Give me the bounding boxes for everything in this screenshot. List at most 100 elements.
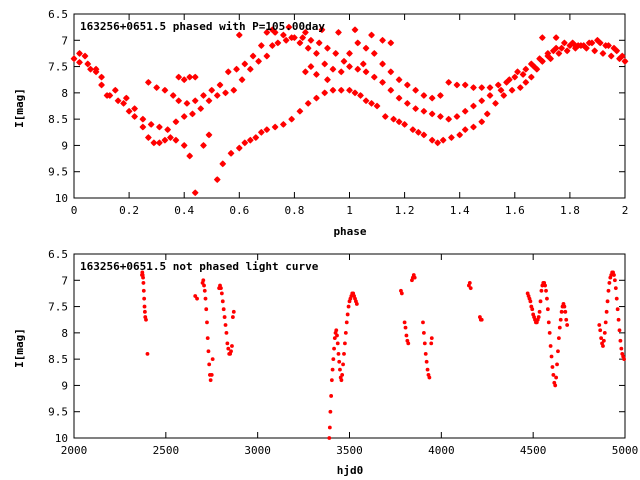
data-point <box>252 134 260 141</box>
data-point <box>147 121 155 128</box>
data-point <box>552 34 560 42</box>
data-point <box>203 296 208 301</box>
data-point <box>560 39 568 47</box>
data-point <box>332 336 337 341</box>
data-point <box>335 341 340 346</box>
x-axis: 2000 2500 3000 3500 4000 4500 5000 <box>61 254 638 457</box>
data-point <box>120 99 127 107</box>
x-axis-label: hjd0 <box>337 464 364 477</box>
data-point <box>614 296 619 301</box>
data-point <box>563 47 571 55</box>
data-point <box>558 44 566 52</box>
data-point <box>338 367 342 372</box>
data-point <box>200 92 207 99</box>
data-point <box>339 378 344 383</box>
data-point <box>161 136 169 144</box>
data-point <box>329 378 334 383</box>
data-point <box>370 73 378 81</box>
data-point <box>562 304 567 309</box>
data-point <box>219 286 223 291</box>
data-point <box>111 86 119 94</box>
data-point <box>144 134 152 141</box>
data-point <box>479 317 484 322</box>
y-tick-label: 10 <box>55 192 68 205</box>
data-point <box>555 50 563 57</box>
data-point <box>425 367 430 372</box>
plot-title: 163256+0651.5 phased with P=105.00day <box>80 20 325 33</box>
data-point <box>550 365 555 369</box>
data-point <box>427 375 432 380</box>
data-point <box>186 73 194 81</box>
data-point <box>156 139 163 147</box>
data-point <box>98 73 105 81</box>
data-point <box>516 84 524 91</box>
data-point <box>345 312 350 317</box>
y-tick-label: 8.5 <box>48 113 68 126</box>
data-point <box>200 142 207 149</box>
data-point <box>235 31 243 39</box>
data-point <box>324 76 331 84</box>
data-point <box>558 317 563 322</box>
data-point <box>597 323 602 327</box>
data-point <box>409 126 417 134</box>
y-axis-label: I[mag] <box>13 88 26 128</box>
data-point <box>437 92 444 99</box>
data-point <box>610 44 618 52</box>
data-point <box>564 317 569 322</box>
data-point <box>528 299 533 304</box>
data-point <box>362 68 370 76</box>
x-axis: 0 0.2 0.4 0.6 0.8 1 1.2 1.4 1.6 1.8 2 <box>71 14 628 217</box>
data-point <box>604 309 609 314</box>
data-point <box>144 78 152 86</box>
y-tick-label: 9 <box>61 379 68 392</box>
data-point <box>598 328 603 333</box>
data-point <box>478 97 486 105</box>
y-tick-label: 6.5 <box>48 8 68 21</box>
data-point <box>424 359 429 364</box>
data-point <box>494 81 502 89</box>
data-point <box>346 304 351 309</box>
data-point <box>354 39 362 47</box>
data-point <box>519 71 527 78</box>
data-point <box>544 288 548 293</box>
data-point <box>346 86 353 94</box>
data-point <box>379 78 386 86</box>
data-point <box>387 86 395 94</box>
data-point <box>420 92 428 99</box>
data-point <box>318 26 326 34</box>
data-point <box>142 309 147 314</box>
data-point <box>230 344 234 348</box>
y-tick-label: 7.5 <box>48 301 68 314</box>
data-point <box>304 44 312 52</box>
data-point <box>216 81 224 89</box>
data-point <box>547 330 552 335</box>
data-point <box>508 86 516 94</box>
x-tick-label: 0 <box>71 204 78 217</box>
data-point <box>428 110 436 118</box>
data-point <box>618 338 623 343</box>
data-point <box>344 320 349 325</box>
data-point <box>274 39 282 47</box>
data-point <box>461 126 469 134</box>
data-point <box>335 29 342 36</box>
y-tick-label: 7 <box>61 274 68 287</box>
data-point <box>175 73 183 81</box>
data-point <box>421 320 425 325</box>
data-point <box>373 102 381 110</box>
data-point <box>538 299 543 304</box>
x-tick-label: 4000 <box>428 444 455 457</box>
data-point <box>406 341 411 346</box>
data-point <box>186 152 194 160</box>
data-point <box>547 55 555 63</box>
data-point <box>296 39 304 47</box>
data-point <box>285 23 293 31</box>
data-point <box>189 110 196 118</box>
data-point <box>605 299 610 304</box>
data-point <box>224 68 232 76</box>
data-point <box>420 131 428 139</box>
data-point <box>546 320 551 325</box>
data-point <box>412 275 417 280</box>
data-point <box>428 94 436 102</box>
data-point <box>617 328 622 333</box>
data-point <box>222 315 227 319</box>
